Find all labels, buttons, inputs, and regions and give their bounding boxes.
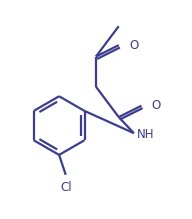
Text: NH: NH <box>137 128 154 141</box>
Text: Cl: Cl <box>60 181 72 194</box>
Text: O: O <box>152 99 161 112</box>
Text: O: O <box>129 39 138 52</box>
